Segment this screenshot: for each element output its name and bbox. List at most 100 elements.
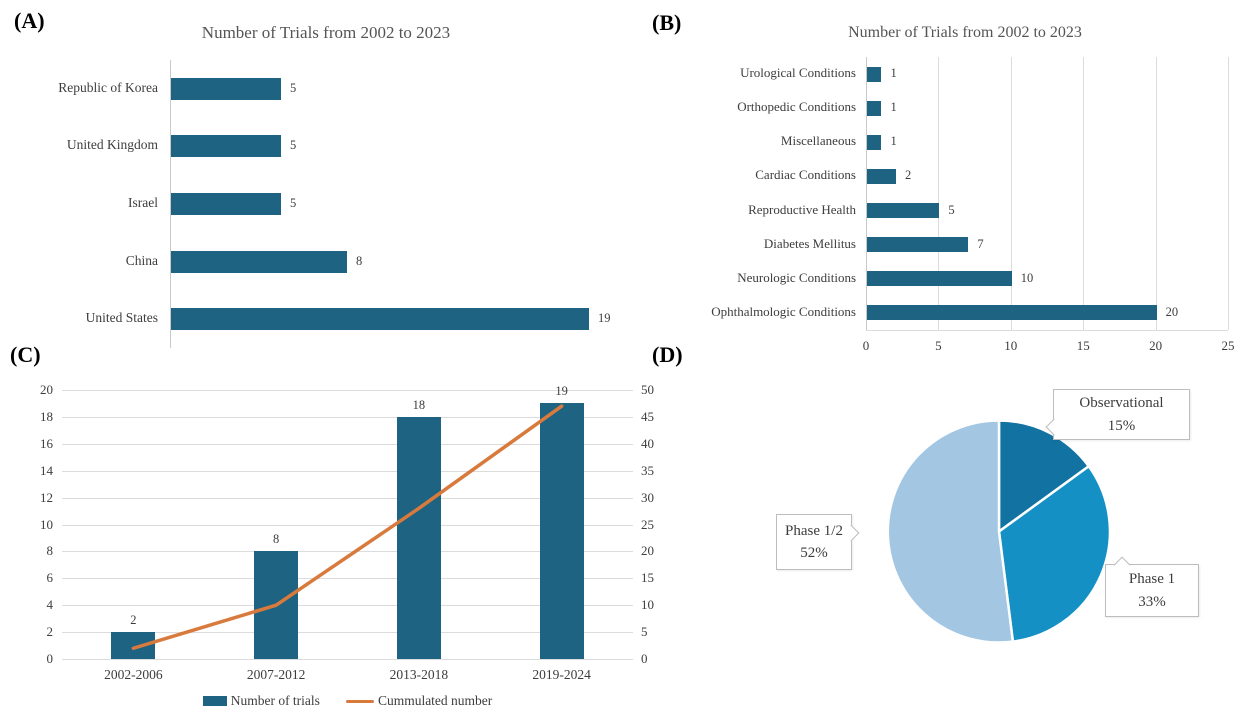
category-label: Diabetes Mellitus — [763, 235, 856, 251]
category-label: Cardiac Conditions — [755, 167, 856, 183]
vertical-gridline — [938, 57, 940, 330]
horizontal-gridline — [62, 497, 633, 499]
category-label: Ophthalmologic Conditions — [711, 303, 856, 319]
pie-chart — [886, 419, 1112, 644]
bar — [171, 308, 589, 331]
value-label: 7 — [977, 236, 984, 251]
value-label: 8 — [356, 253, 363, 268]
right-tick-label: 20 — [641, 543, 654, 559]
left-tick-label: 4 — [46, 597, 54, 613]
left-tick-label: 2 — [46, 624, 54, 640]
horizontal-gridline — [62, 470, 633, 472]
category-label: United Kingdom — [66, 137, 158, 153]
panel-d: (D) Observational 15% Phase 1 33% Phase 1/2 5… — [620, 340, 1243, 719]
right-tick-label: 40 — [641, 435, 654, 451]
left-tick-label: 18 — [40, 408, 53, 424]
x-tick-label: 15 — [1076, 338, 1090, 353]
value-label: 1 — [890, 134, 897, 149]
horizontal-gridline — [62, 443, 633, 445]
vertical-gridline — [1228, 57, 1229, 330]
value-label: 10 — [1020, 270, 1034, 285]
horizontal-gridline — [62, 605, 633, 607]
left-tick-label: 8 — [46, 543, 54, 559]
horizontal-gridline — [62, 632, 633, 634]
bar — [867, 168, 896, 184]
right-tick-label: 0 — [641, 651, 648, 666]
value-label: 19 — [555, 384, 568, 399]
pie-slice-observational — [997, 419, 1091, 533]
category-label: 2013-2018 — [389, 667, 449, 682]
category-label: 2019-2024 — [532, 667, 591, 682]
value-label: 5 — [290, 80, 297, 95]
bar — [867, 305, 1157, 321]
x-tick-label: 5 — [935, 338, 942, 353]
pie-callout-phase-1: Phase 1 33% — [1105, 556, 1199, 617]
vertical-gridline — [866, 57, 867, 330]
right-tick-label: 5 — [641, 624, 648, 640]
pie-callout-phase-1-2: Phase 1/2 52% — [776, 514, 860, 570]
callout-percent: 33% — [1138, 593, 1166, 610]
cumulative-line — [131, 404, 564, 650]
horizontal-gridline — [62, 416, 633, 418]
callout-label: Phase 1 — [1128, 571, 1176, 587]
chart-b-title: Number of Trials from 2002 to 2023 — [848, 24, 1082, 41]
value-label: 18 — [412, 397, 426, 412]
y-axis-line — [170, 60, 171, 348]
bar — [171, 135, 281, 158]
bar — [539, 403, 584, 659]
bar — [171, 193, 281, 215]
bar — [171, 250, 347, 273]
value-label: 8 — [273, 532, 280, 547]
horizontal-gridline — [62, 524, 633, 526]
pie-callout-observational: Observational 15% — [1045, 389, 1190, 440]
value-label: 1 — [890, 66, 897, 81]
value-label: 1 — [890, 100, 897, 115]
callout-percent: 15% — [1107, 417, 1136, 434]
vertical-gridline — [1010, 57, 1012, 330]
panel-b: (B) Number of Trials from 2002 to 2023 0… — [620, 0, 1243, 360]
horizontal-gridline — [62, 578, 633, 580]
category-label: 2002-2006 — [104, 667, 163, 682]
legend-line-swatch — [345, 699, 374, 703]
callout-percent: 52% — [800, 545, 828, 561]
bar — [867, 134, 882, 150]
callout-label: Phase 1/2 — [785, 522, 843, 539]
x-tick-label: 25 — [1221, 338, 1235, 353]
category-label: Orthopedic Conditions — [737, 99, 856, 115]
vertical-gridline — [1083, 57, 1085, 330]
right-tick-label: 15 — [641, 570, 654, 586]
right-tick-label: 30 — [641, 489, 654, 505]
horizontal-gridline — [62, 659, 633, 660]
bar — [867, 203, 940, 219]
legend-item-cummulated-number: Cummulated number — [345, 693, 493, 709]
bar — [171, 77, 281, 100]
right-tick-label: 35 — [641, 462, 654, 478]
cumulative-line-layer — [131, 404, 564, 650]
category-label: Neurologic Conditions — [737, 269, 856, 285]
value-label: 20 — [1165, 304, 1179, 319]
category-label: Reproductive Health — [748, 201, 856, 217]
left-tick-label: 10 — [40, 516, 53, 532]
callout-label: Observational — [1079, 395, 1164, 411]
legend-label-cummulated-number: Cummulated number — [377, 693, 493, 708]
value-label: 2 — [904, 168, 912, 183]
legend-bar-swatch — [202, 696, 227, 706]
category-label: Miscellaneous — [780, 133, 856, 149]
value-label: 5 — [290, 196, 297, 210]
panel-label-d: (D) — [652, 342, 683, 367]
pie-slice-phase-1 — [997, 465, 1112, 643]
panel-c: (C) 0 2 4 6 8 10 12 14 16 18 20 0 5 10 15 20 25 30 35 40 45 5… — [0, 340, 660, 719]
right-tick-label: 25 — [641, 516, 654, 532]
x-tick-label: 0 — [862, 338, 870, 353]
panel-label-a: (A) — [14, 8, 45, 33]
left-tick-label: 14 — [40, 462, 53, 478]
panel-a: (A) Number of Trials from 2002 to 2023 R… — [0, 0, 620, 360]
vertical-gridline — [1155, 57, 1157, 330]
x-axis-line — [866, 330, 1228, 331]
category-label: United States — [85, 310, 158, 326]
chart-a-title: Number of Trials from 2002 to 2023 — [201, 23, 451, 42]
bar — [396, 416, 441, 659]
bar — [867, 237, 969, 253]
right-tick-label: 50 — [641, 382, 654, 397]
bar — [867, 66, 882, 82]
